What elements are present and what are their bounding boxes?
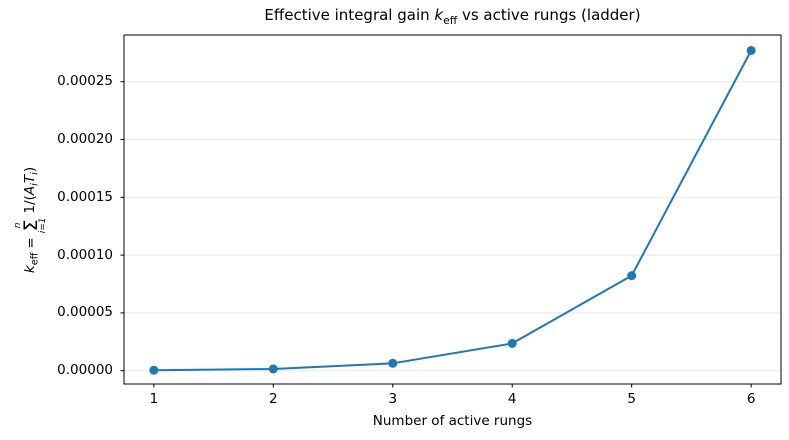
x-tick-label: 6 <box>746 391 756 407</box>
summation-lower-limit: i=1 <box>38 217 49 234</box>
x-tick-label: 5 <box>627 391 636 407</box>
data-point <box>507 338 517 348</box>
title-var-subscript: eff <box>443 14 458 27</box>
y-tick-label: 0.00015 <box>57 188 113 205</box>
chart-title: Effective integral gain keff vs active r… <box>124 6 781 27</box>
title-text-suffix: vs active rungs (ladder) <box>457 6 641 24</box>
data-point <box>746 45 756 55</box>
data-line <box>152 49 753 372</box>
summation-symbol: n Σ i=1 <box>13 217 49 234</box>
y-tick-label: 0.00020 <box>57 131 113 147</box>
x-axis-label: Number of active rungs <box>372 413 533 429</box>
x-tick-label: 4 <box>507 391 517 407</box>
data-point <box>149 365 159 375</box>
y-tick-label: 0.00005 <box>57 304 113 321</box>
data-point <box>627 271 637 281</box>
sigma-glyph: Σ <box>19 219 42 232</box>
y-tick-label: 0.00010 <box>57 246 113 263</box>
x-tick-label: 3 <box>388 391 398 407</box>
y-tick-label: 0.00000 <box>57 362 113 379</box>
data-point <box>388 358 398 368</box>
y-tick-label: 0.00025 <box>57 73 113 90</box>
title-var-k: k <box>434 6 444 24</box>
x-tick-label: 2 <box>269 391 278 407</box>
data-point <box>268 364 278 374</box>
title-text-prefix: Effective integral gain <box>264 6 435 24</box>
plot-border <box>123 34 782 385</box>
x-tick-label: 1 <box>149 391 159 407</box>
